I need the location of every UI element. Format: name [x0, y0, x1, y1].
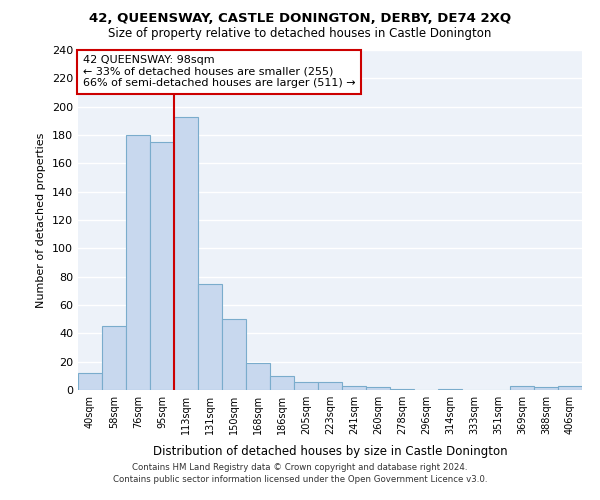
Bar [390, 388, 414, 390]
Bar [558, 386, 582, 390]
Bar [438, 388, 462, 390]
Bar [78, 373, 102, 390]
Bar [366, 387, 390, 390]
Text: 42 QUEENSWAY: 98sqm
← 33% of detached houses are smaller (255)
66% of semi-detac: 42 QUEENSWAY: 98sqm ← 33% of detached ho… [83, 55, 356, 88]
Text: Contains public sector information licensed under the Open Government Licence v3: Contains public sector information licen… [113, 475, 487, 484]
Bar [126, 135, 150, 390]
Y-axis label: Number of detached properties: Number of detached properties [37, 132, 46, 308]
Bar [318, 382, 342, 390]
Bar [342, 386, 366, 390]
Bar [510, 386, 534, 390]
X-axis label: Distribution of detached houses by size in Castle Donington: Distribution of detached houses by size … [152, 446, 508, 458]
Bar [174, 116, 198, 390]
Bar [102, 326, 126, 390]
Text: Size of property relative to detached houses in Castle Donington: Size of property relative to detached ho… [109, 28, 491, 40]
Text: Contains HM Land Registry data © Crown copyright and database right 2024.: Contains HM Land Registry data © Crown c… [132, 464, 468, 472]
Bar [246, 363, 270, 390]
Bar [294, 382, 318, 390]
Bar [270, 376, 294, 390]
Bar [198, 284, 222, 390]
Text: 42, QUEENSWAY, CASTLE DONINGTON, DERBY, DE74 2XQ: 42, QUEENSWAY, CASTLE DONINGTON, DERBY, … [89, 12, 511, 26]
Bar [150, 142, 174, 390]
Bar [222, 319, 246, 390]
Bar [534, 387, 558, 390]
